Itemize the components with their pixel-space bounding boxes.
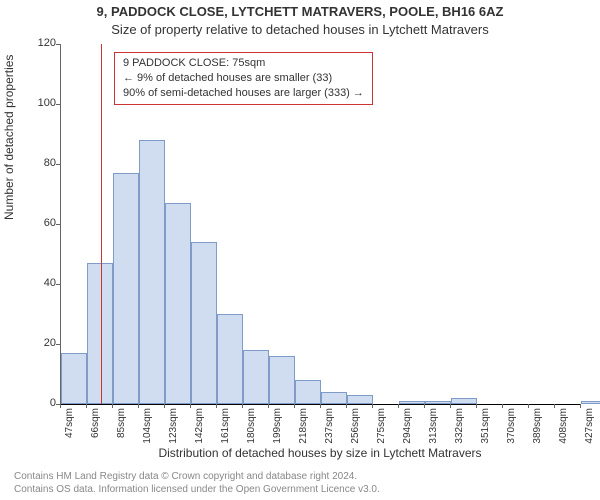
y-tick-mark — [56, 344, 60, 345]
y-tick-label: 100 — [16, 97, 56, 109]
x-tick-label: 389sqm — [532, 408, 543, 452]
histogram-bar — [451, 398, 477, 404]
x-tick-mark — [242, 404, 243, 408]
histogram-bar — [139, 140, 165, 404]
legend-line-3: 90% of semi-detached houses are larger (… — [123, 86, 364, 101]
x-tick-label: 218sqm — [298, 408, 309, 452]
x-tick-label: 161sqm — [220, 408, 231, 452]
chart-title-line1: 9, PADDOCK CLOSE, LYTCHETT MATRAVERS, PO… — [0, 4, 600, 19]
y-tick-label: 80 — [16, 157, 56, 169]
footer-line-1: Contains HM Land Registry data © Crown c… — [14, 471, 380, 484]
x-tick-mark — [424, 404, 425, 408]
x-tick-label: 427sqm — [584, 408, 595, 452]
histogram-bar — [425, 401, 451, 404]
x-tick-label: 332sqm — [454, 408, 465, 452]
footer-attribution: Contains HM Land Registry data © Crown c… — [14, 471, 380, 496]
x-tick-mark — [372, 404, 373, 408]
x-tick-mark — [502, 404, 503, 408]
histogram-bar — [61, 353, 87, 404]
x-tick-label: 142sqm — [194, 408, 205, 452]
x-tick-label: 66sqm — [90, 408, 101, 452]
y-tick-label: 60 — [16, 217, 56, 229]
legend-line-1: 9 PADDOCK CLOSE: 75sqm — [123, 56, 364, 71]
x-tick-label: 275sqm — [376, 408, 387, 452]
x-tick-label: 256sqm — [350, 408, 361, 452]
x-tick-label: 123sqm — [168, 408, 179, 452]
footer-line-2: Contains OS data. Information licensed u… — [14, 484, 380, 497]
x-tick-mark — [450, 404, 451, 408]
x-tick-mark — [554, 404, 555, 408]
x-tick-mark — [476, 404, 477, 408]
histogram-bar — [217, 314, 243, 404]
x-tick-label: 104sqm — [142, 408, 153, 452]
x-tick-label: 237sqm — [324, 408, 335, 452]
histogram-bar — [581, 401, 600, 404]
x-tick-label: 180sqm — [246, 408, 257, 452]
x-tick-label: 294sqm — [402, 408, 413, 452]
histogram-bar — [165, 203, 191, 404]
x-tick-mark — [138, 404, 139, 408]
y-tick-mark — [56, 284, 60, 285]
x-tick-label: 47sqm — [64, 408, 75, 452]
histogram-bar — [295, 380, 321, 404]
histogram-bar — [113, 173, 139, 404]
x-tick-mark — [346, 404, 347, 408]
x-tick-mark — [60, 404, 61, 408]
x-tick-mark — [86, 404, 87, 408]
x-tick-label: 370sqm — [506, 408, 517, 452]
x-tick-mark — [398, 404, 399, 408]
x-tick-mark — [268, 404, 269, 408]
legend-box: 9 PADDOCK CLOSE: 75sqm ← 9% of detached … — [114, 52, 373, 105]
x-tick-mark — [190, 404, 191, 408]
histogram-bar — [399, 401, 425, 404]
y-tick-mark — [56, 164, 60, 165]
x-tick-label: 351sqm — [480, 408, 491, 452]
histogram-bar — [87, 263, 113, 404]
chart-title-line2: Size of property relative to detached ho… — [0, 22, 600, 37]
histogram-bar — [243, 350, 269, 404]
histogram-bar — [347, 395, 373, 404]
y-tick-label: 20 — [16, 337, 56, 349]
y-tick-label: 0 — [16, 397, 56, 409]
x-tick-label: 313sqm — [428, 408, 439, 452]
x-tick-label: 408sqm — [558, 408, 569, 452]
x-tick-label: 85sqm — [116, 408, 127, 452]
x-axis-label: Distribution of detached houses by size … — [60, 446, 580, 460]
histogram-bar — [321, 392, 347, 404]
y-tick-mark — [56, 104, 60, 105]
y-tick-label: 40 — [16, 277, 56, 289]
x-tick-label: 199sqm — [272, 408, 283, 452]
x-tick-mark — [294, 404, 295, 408]
x-tick-mark — [528, 404, 529, 408]
y-tick-mark — [56, 224, 60, 225]
histogram-bar — [191, 242, 217, 404]
histogram-bar — [269, 356, 295, 404]
x-tick-mark — [580, 404, 581, 408]
x-tick-mark — [112, 404, 113, 408]
y-tick-mark — [56, 44, 60, 45]
legend-line-2: ← 9% of detached houses are smaller (33) — [123, 71, 364, 86]
x-tick-mark — [164, 404, 165, 408]
x-tick-mark — [216, 404, 217, 408]
y-tick-label: 120 — [16, 37, 56, 49]
reference-line — [101, 44, 102, 404]
y-axis-label: Number of detached properties — [2, 55, 16, 220]
x-tick-mark — [320, 404, 321, 408]
